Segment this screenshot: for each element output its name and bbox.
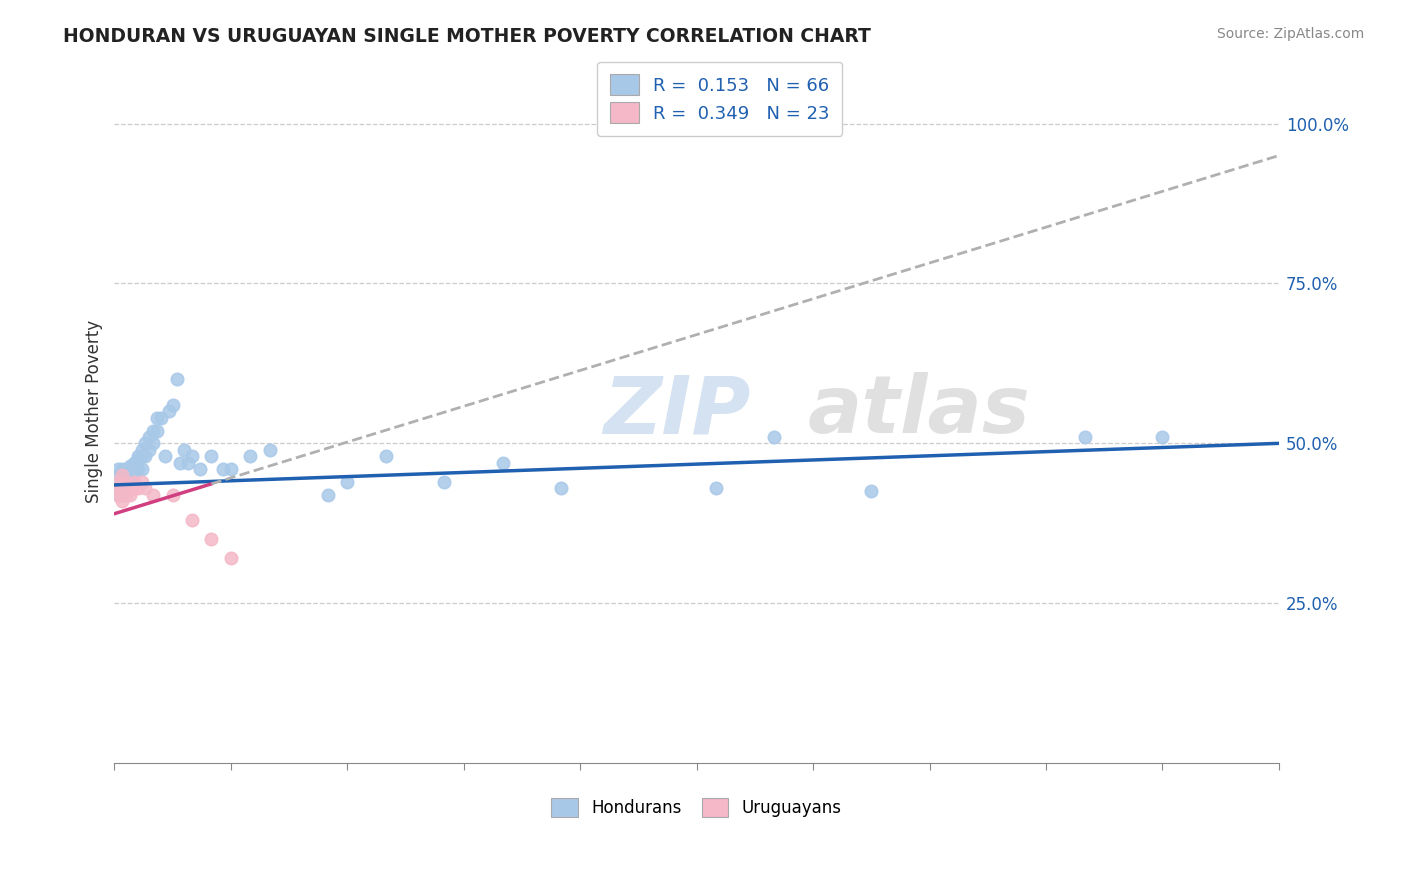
Point: [111, 487, 134, 501]
Point: [433, 475, 456, 489]
Point: [316, 487, 339, 501]
Point: [131, 449, 153, 463]
Point: [146, 410, 169, 425]
Point: [115, 481, 138, 495]
Point: [200, 449, 222, 463]
Point: [122, 456, 145, 470]
Point: [200, 533, 222, 547]
Text: ZIP: ZIP: [603, 372, 751, 450]
Point: [107, 468, 129, 483]
Point: [115, 471, 138, 485]
Point: [118, 487, 141, 501]
Point: [375, 449, 398, 463]
Point: [131, 442, 153, 457]
Point: [219, 551, 242, 566]
Point: [173, 442, 195, 457]
Point: [169, 456, 191, 470]
Point: [1074, 430, 1097, 444]
Point: [134, 449, 156, 463]
Point: [122, 475, 145, 489]
Point: [131, 462, 153, 476]
Point: [115, 462, 138, 476]
Point: [111, 481, 134, 495]
Point: [122, 465, 145, 479]
Point: [111, 494, 134, 508]
Point: [107, 481, 129, 495]
Point: [122, 481, 145, 495]
Point: [122, 458, 145, 473]
Point: [188, 462, 211, 476]
Point: [107, 481, 129, 495]
Point: [259, 442, 281, 457]
Point: [491, 456, 513, 470]
Point: [134, 481, 156, 495]
Text: atlas: atlas: [807, 372, 1031, 450]
Point: [111, 487, 134, 501]
Point: [162, 487, 184, 501]
Point: [138, 442, 160, 457]
Point: [138, 430, 160, 444]
Point: [162, 398, 184, 412]
Point: [127, 449, 149, 463]
Point: [118, 468, 141, 483]
Point: [107, 475, 129, 489]
Point: [111, 468, 134, 483]
Point: [107, 487, 129, 501]
Point: [115, 478, 138, 492]
Point: [107, 487, 129, 501]
Point: [860, 484, 883, 499]
Point: [111, 475, 134, 489]
Point: [107, 462, 129, 476]
Point: [181, 513, 204, 527]
Point: [115, 487, 138, 501]
Point: [134, 436, 156, 450]
Point: [1152, 430, 1174, 444]
Point: [115, 465, 138, 479]
Point: [550, 481, 572, 495]
Point: [142, 436, 165, 450]
Point: [181, 449, 204, 463]
Point: [111, 462, 134, 476]
Point: [763, 430, 786, 444]
Point: [118, 458, 141, 473]
Point: [127, 452, 149, 467]
Point: [219, 462, 242, 476]
Point: [115, 468, 138, 483]
Point: [131, 475, 153, 489]
Point: [142, 424, 165, 438]
Point: [111, 481, 134, 495]
Point: [146, 424, 169, 438]
Point: [118, 471, 141, 485]
Point: [115, 475, 138, 489]
Point: [127, 481, 149, 495]
Point: [142, 487, 165, 501]
Point: [150, 410, 173, 425]
Point: [111, 475, 134, 489]
Point: [212, 462, 235, 476]
Point: [118, 462, 141, 476]
Point: [111, 478, 134, 492]
Point: [111, 468, 134, 483]
Point: [177, 456, 200, 470]
Point: [118, 481, 141, 495]
Point: [336, 475, 359, 489]
Legend: Hondurans, Uruguayans: Hondurans, Uruguayans: [543, 789, 851, 825]
Text: HONDURAN VS URUGUAYAN SINGLE MOTHER POVERTY CORRELATION CHART: HONDURAN VS URUGUAYAN SINGLE MOTHER POVE…: [63, 27, 872, 45]
Point: [118, 465, 141, 479]
Point: [153, 449, 176, 463]
Point: [115, 475, 138, 489]
Point: [704, 481, 727, 495]
Point: [157, 404, 180, 418]
Point: [127, 462, 149, 476]
Text: Source: ZipAtlas.com: Source: ZipAtlas.com: [1216, 27, 1364, 41]
Point: [107, 475, 129, 489]
Point: [239, 449, 262, 463]
Point: [166, 372, 188, 386]
Y-axis label: Single Mother Poverty: Single Mother Poverty: [86, 320, 103, 503]
